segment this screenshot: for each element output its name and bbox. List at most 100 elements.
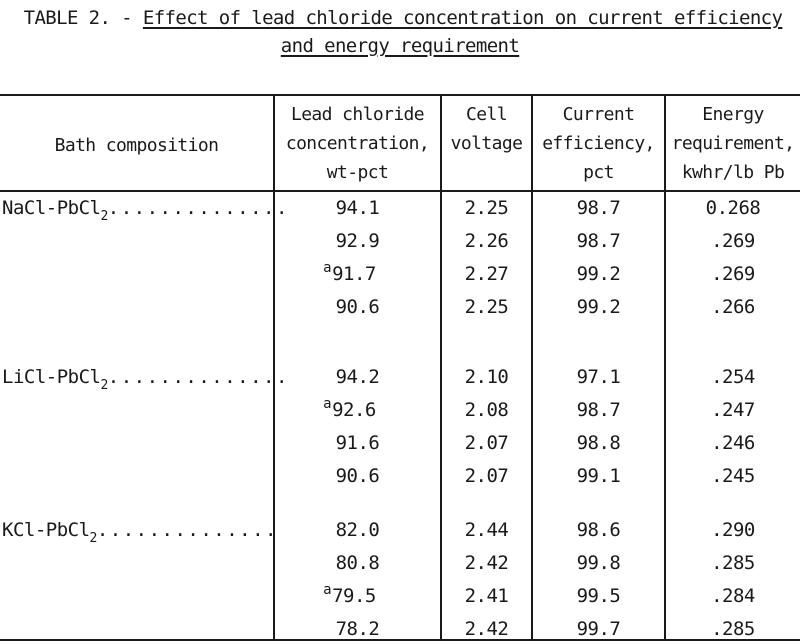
cell-value: 78.2 — [335, 618, 380, 640]
cell-efficiency: 97.1 — [533, 363, 664, 391]
cell-energy: .246 — [666, 429, 800, 457]
header-current-efficiency: Current efficiency, pct — [533, 100, 664, 187]
cell-value: 2.08 — [464, 399, 509, 421]
cell-value: .266 — [711, 296, 755, 318]
cell-value: .269 — [711, 263, 755, 285]
cell-value: .285 — [711, 618, 755, 640]
bath-formula: KCl-PbCl — [2, 519, 90, 541]
cell-value: 90.6 — [335, 296, 380, 318]
cell-efficiency: 99.5 — [533, 582, 664, 610]
column-divider — [440, 95, 442, 640]
cell-value: 2.42 — [464, 552, 509, 574]
cell-value: .245 — [711, 465, 755, 487]
cell-voltage: 2.07 — [442, 462, 531, 490]
cell-value: 2.26 — [464, 230, 509, 252]
header-efficiency-line-2: efficiency, — [542, 133, 655, 154]
cell-voltage: 2.27 — [442, 260, 531, 288]
cell-value: 94.1 — [335, 197, 380, 219]
cell-voltage: 2.25 — [442, 293, 531, 321]
cell-energy: .285 — [666, 549, 800, 577]
cell-voltage: 2.07 — [442, 429, 531, 457]
header-efficiency-line-1: Current — [562, 104, 635, 125]
cell-value: 2.07 — [464, 465, 509, 487]
cell-value: 99.1 — [576, 465, 621, 487]
bath-formula-subscript: 2 — [100, 209, 108, 224]
header-voltage-line-1: Cell — [466, 104, 508, 125]
cell-value: 90.6 — [335, 465, 380, 487]
cell-energy: 0.268 — [666, 194, 800, 222]
cell-energy: .254 — [666, 363, 800, 391]
cell-efficiency: 99.8 — [533, 549, 664, 577]
bath-composition-label: LiCl-PbCl2.............. — [2, 363, 289, 394]
cell-value: .285 — [711, 552, 755, 574]
column-divider — [531, 95, 533, 640]
cell-energy: .285 — [666, 615, 800, 643]
header-energy-line-1: Energy — [702, 104, 764, 125]
cell-conc: a91.7 — [267, 260, 432, 290]
cell-value: 2.27 — [464, 263, 509, 285]
header-conc-line-2: concentration, — [285, 133, 430, 154]
header-energy-requirement: Energy requirement, kwhr/lb Pb — [666, 100, 800, 187]
cell-value: 92.9 — [335, 230, 380, 252]
cell-value: 98.7 — [576, 230, 621, 252]
cell-value: 99.8 — [576, 552, 621, 574]
cell-value: .269 — [711, 230, 755, 252]
cell-conc: 82.0 — [275, 516, 440, 544]
cell-value: 2.07 — [464, 432, 509, 454]
cell-voltage: 2.10 — [442, 363, 531, 391]
cell-value: 99.2 — [576, 263, 621, 285]
cell-conc: 94.2 — [275, 363, 440, 391]
header-conc-line-1: Lead chloride — [290, 104, 425, 125]
header-efficiency-line-3: pct — [583, 162, 614, 183]
header-bath-label: Bath composition — [54, 135, 219, 156]
bath-composition-label: KCl-PbCl2.............. — [2, 516, 278, 547]
caption-line-2: and energy requirement — [0, 32, 800, 60]
table-caption: TABLE 2. - Effect of lead chloride conce… — [0, 4, 800, 60]
footnote-mark: a — [323, 260, 332, 276]
leader-dots: .............. — [107, 366, 289, 388]
cell-efficiency: 98.7 — [533, 396, 664, 424]
cell-efficiency: 98.8 — [533, 429, 664, 457]
cell-energy: .247 — [666, 396, 800, 424]
cell-value: 80.8 — [335, 552, 380, 574]
cell-conc: a92.6 — [267, 396, 432, 426]
cell-voltage: 2.42 — [442, 615, 531, 643]
cell-voltage: 2.42 — [442, 549, 531, 577]
cell-value: 97.1 — [576, 366, 621, 388]
cell-efficiency: 98.7 — [533, 227, 664, 255]
cell-conc: 92.9 — [275, 227, 440, 255]
cell-value: 2.10 — [464, 366, 509, 388]
cell-energy: .266 — [666, 293, 800, 321]
header-lead-chloride-concentration: Lead chloride concentration, wt-pct — [275, 100, 440, 187]
header-bath-composition: Bath composition — [0, 131, 273, 160]
cell-energy: .290 — [666, 516, 800, 544]
caption-title-line-2: and energy requirement — [280, 35, 520, 57]
cell-value: 82.0 — [335, 519, 380, 541]
cell-energy: .269 — [666, 260, 800, 288]
cell-value: 2.25 — [464, 296, 509, 318]
cell-conc: 90.6 — [275, 293, 440, 321]
cell-conc: 94.1 — [275, 194, 440, 222]
caption-title-line-1: Effect of lead chloride concentration on… — [142, 7, 783, 29]
cell-value: 92.6 — [332, 399, 376, 421]
footnote-mark: a — [323, 582, 332, 598]
bath-formula: LiCl-PbCl — [2, 366, 101, 388]
cell-value: 94.2 — [335, 366, 380, 388]
cell-value: .246 — [711, 432, 755, 454]
cell-voltage: 2.44 — [442, 516, 531, 544]
cell-value: 91.7 — [332, 263, 376, 285]
leader-dots: .............. — [96, 519, 278, 541]
header-energy-line-3: kwhr/lb Pb — [681, 162, 785, 183]
caption-line-1: TABLE 2. - Effect of lead chloride conce… — [0, 4, 800, 32]
cell-value: 98.6 — [576, 519, 621, 541]
cell-value: 91.6 — [335, 432, 380, 454]
cell-efficiency: 99.7 — [533, 615, 664, 643]
cell-efficiency: 99.2 — [533, 293, 664, 321]
cell-conc: 78.2 — [275, 615, 440, 643]
cell-conc: 80.8 — [275, 549, 440, 577]
cell-conc: 91.6 — [275, 429, 440, 457]
cell-value: 0.268 — [705, 197, 761, 219]
cell-value: 99.2 — [576, 296, 621, 318]
cell-efficiency: 98.7 — [533, 194, 664, 222]
cell-value: 2.25 — [464, 197, 509, 219]
